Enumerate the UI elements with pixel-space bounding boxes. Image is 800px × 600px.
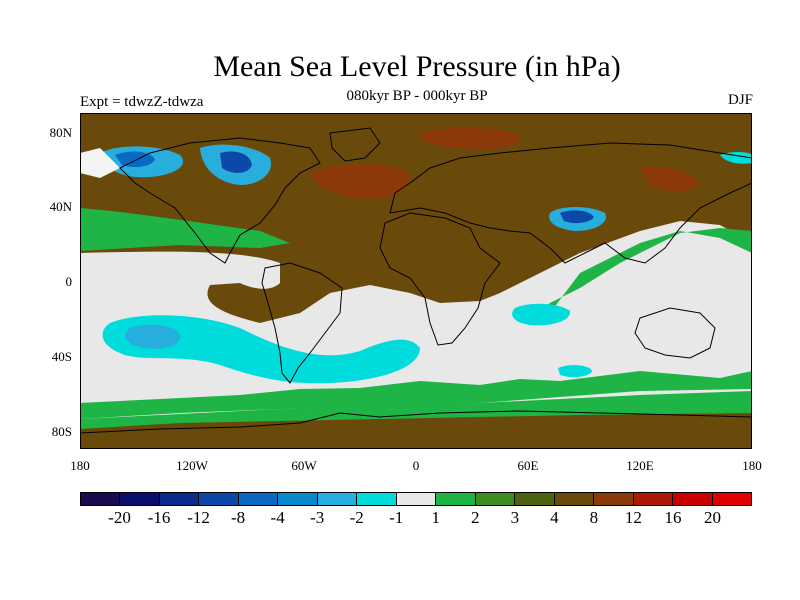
colorbar-swatch	[199, 493, 239, 505]
north-america-outline	[119, 137, 321, 264]
siberia-high	[419, 127, 521, 150]
colorbar-swatch	[120, 493, 160, 505]
colorbar-label: -12	[187, 508, 210, 527]
europe-asia-outline	[389, 142, 752, 264]
colorbar-swatch	[81, 493, 121, 505]
colorbar-label: 3	[510, 508, 520, 527]
x-tick-label: 60E	[517, 458, 539, 473]
green-band-south	[80, 371, 752, 419]
africa-outline	[379, 212, 501, 346]
y-tick-label: 80N	[49, 125, 72, 140]
colorbar-label: 1	[431, 508, 441, 527]
y-tick-label: 40S	[51, 349, 72, 364]
colorbar-swatch	[712, 493, 751, 505]
colorbar-label: -16	[147, 508, 171, 527]
arctic-white-patch	[80, 148, 120, 178]
east-asia-high	[640, 166, 700, 192]
coastlines	[80, 127, 752, 434]
colorbar-label: -20	[108, 508, 131, 527]
x-tick-label: 120W	[176, 458, 208, 473]
colorbar-label: -1	[389, 508, 404, 527]
colorbar-label: 2	[471, 508, 480, 527]
colorbar-label: -8	[231, 508, 246, 527]
x-tick-label: 0	[412, 458, 420, 473]
colorbar-swatch	[554, 493, 595, 505]
tibet-low-core	[560, 210, 594, 224]
colorbar-swatch	[594, 493, 634, 505]
subtitle: 080kyr BP - 000kyr BP	[346, 88, 488, 104]
x-tick-label: 180	[742, 458, 762, 473]
colorbar-swatch	[278, 493, 318, 505]
greenland-outline	[329, 127, 381, 162]
experiment-label: Expt = tdwzZ-tdwza	[80, 94, 204, 110]
pressure-anomaly-map	[80, 113, 752, 449]
colorbar-swatch	[317, 493, 358, 505]
colorbar-swatch	[238, 493, 279, 505]
colorbar-swatch	[633, 493, 674, 505]
green-band-antarctic	[80, 391, 752, 429]
colorbar-label: 16	[664, 508, 682, 527]
colorbar-label: 12	[624, 508, 642, 527]
colorbar-swatch	[357, 493, 397, 505]
colorbar-label: 8	[589, 508, 599, 527]
y-tick-label: 0	[65, 274, 73, 289]
colorbar-swatch	[475, 493, 516, 505]
south-pacific-low	[102, 315, 420, 384]
colorbar-swatch	[515, 493, 555, 505]
colorbar-swatch	[396, 493, 437, 505]
y-tick-label: 80S	[51, 424, 72, 439]
colorbar-label: 20	[703, 508, 721, 527]
australia-outline	[634, 307, 716, 359]
colorbar-label: 4	[550, 508, 559, 527]
south-america-outline	[261, 262, 343, 384]
x-tick-label: 120E	[626, 458, 654, 473]
map-frame	[80, 113, 752, 449]
colorbar-label: -4	[270, 508, 285, 527]
south-pacific-low-core	[125, 324, 181, 349]
colorbar-label: -3	[310, 508, 325, 527]
colorbar-swatch	[673, 493, 713, 505]
colorbar-swatch	[436, 493, 476, 505]
colorbar	[80, 492, 752, 506]
x-tick-label: 180	[70, 458, 90, 473]
page-title: Mean Sea Level Pressure (in hPa)	[213, 50, 621, 83]
colorbar-swatch	[159, 493, 200, 505]
canada-low-core	[220, 151, 252, 173]
season-label: DJF	[727, 92, 753, 108]
y-tick-label: 40N	[49, 199, 72, 214]
colorbar-label: -2	[349, 508, 364, 527]
south-indian-low	[558, 365, 592, 378]
antarctica-outline	[80, 410, 752, 434]
north-atlantic-high	[310, 163, 411, 199]
east-asia-cyan	[720, 152, 752, 164]
indian-ocean-low	[512, 303, 571, 326]
x-tick-label: 60W	[291, 458, 317, 473]
